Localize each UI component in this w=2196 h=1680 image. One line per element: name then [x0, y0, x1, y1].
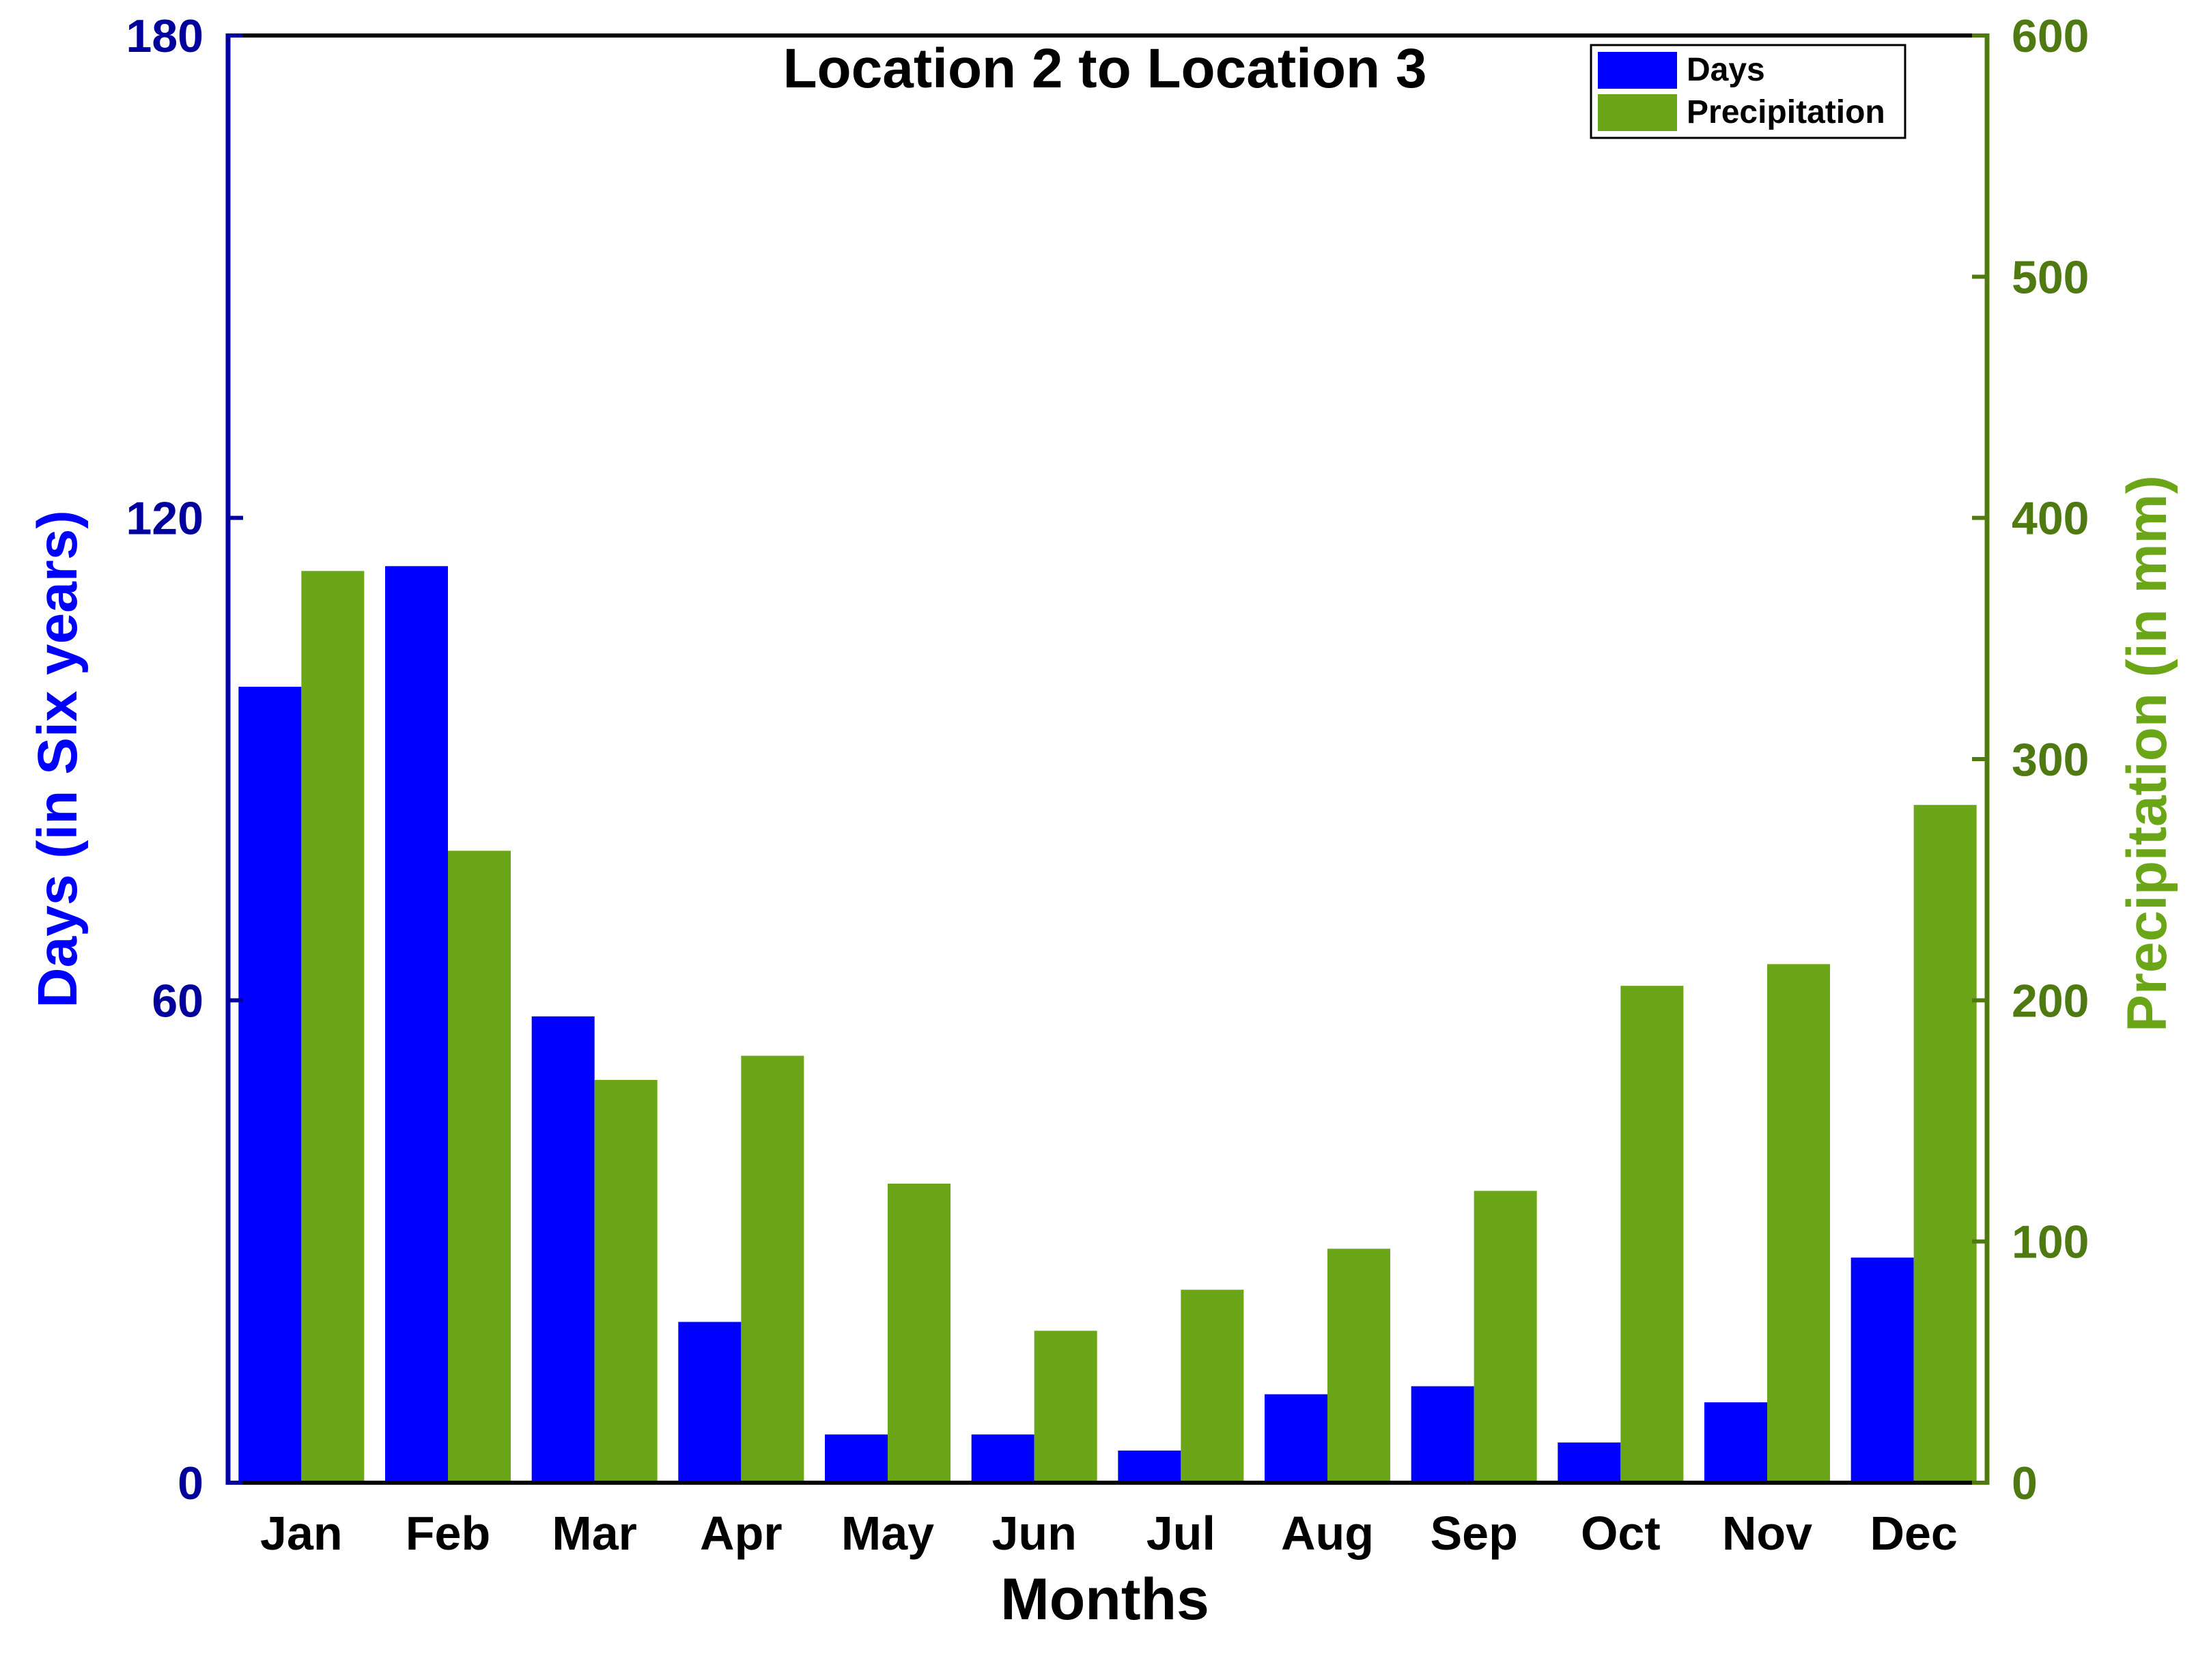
y-right-tick-label: 100	[2012, 1216, 2089, 1268]
bar-precipitation-jul	[1181, 1290, 1244, 1483]
bar-precipitation-dec	[1913, 805, 1977, 1483]
bar-days-jul	[1118, 1450, 1181, 1483]
chart-title: Location 2 to Location 3	[783, 38, 1426, 100]
x-axis-title: Months	[1000, 1567, 1209, 1632]
bar-precipitation-apr	[741, 1055, 804, 1483]
x-tick-label: Sep	[1430, 1507, 1517, 1560]
bar-days-feb	[385, 566, 448, 1483]
bar-days-mar	[531, 1016, 595, 1483]
x-tick-label: Aug	[1281, 1507, 1374, 1560]
bar-days-dec	[1850, 1257, 1914, 1483]
bar-precipitation-sep	[1474, 1191, 1537, 1483]
bar-precipitation-jan	[301, 571, 365, 1483]
x-tick-label: Dec	[1870, 1507, 1957, 1560]
axes-layer: Jan Feb Mar Apr May Jun Jul Aug Sep Oct Nov Dec 0 60 1…	[126, 10, 2089, 1560]
x-tick-label: Oct	[1581, 1507, 1661, 1560]
x-tick-label: May	[841, 1507, 934, 1560]
legend-swatch-precipitation	[1598, 94, 1677, 131]
bar-precipitation-may	[888, 1183, 951, 1483]
bar-precipitation-nov	[1767, 964, 1830, 1483]
legend-label-days: Days	[1687, 52, 1765, 88]
y-right-tick-label: 400	[2012, 493, 2089, 545]
y-left-tick-label: 120	[126, 493, 203, 545]
x-tick-label: Apr	[700, 1507, 783, 1560]
legend-swatch-days	[1598, 52, 1677, 89]
y-right-tick-label: 0	[2012, 1457, 2038, 1509]
y-axis-right-title: Precipitation (in mm)	[2116, 475, 2178, 1032]
y-right-tick-label: 500	[2012, 251, 2089, 303]
y-right-tick-label: 200	[2012, 975, 2089, 1027]
x-tick-label: Mar	[552, 1507, 636, 1560]
bar-days-oct	[1558, 1442, 1621, 1483]
y-axis-left-title: Days (in Six years)	[27, 510, 89, 1008]
y-left-tick-label: 0	[178, 1457, 203, 1509]
bar-precipitation-jun	[1034, 1330, 1097, 1483]
bar-precipitation-oct	[1620, 986, 1684, 1483]
bars-layer	[238, 566, 1977, 1483]
x-tick-label: Jul	[1146, 1507, 1215, 1560]
bar-days-apr	[678, 1322, 742, 1483]
y-left-tick-label: 60	[152, 975, 203, 1027]
x-tick-label: Jun	[991, 1507, 1076, 1560]
bar-days-may	[825, 1434, 888, 1483]
bar-precipitation-feb	[448, 851, 511, 1483]
y-left-tick-label: 180	[126, 10, 203, 62]
y-right-tick-label: 600	[2012, 10, 2089, 62]
bar-days-jan	[238, 687, 302, 1483]
bar-precipitation-aug	[1327, 1249, 1390, 1483]
x-tick-label: Feb	[406, 1507, 490, 1560]
bar-days-sep	[1411, 1386, 1474, 1483]
y-right-tick-label: 300	[2012, 734, 2089, 786]
x-tick-label: Jan	[260, 1507, 343, 1560]
legend-label-precipitation: Precipitation	[1687, 94, 1885, 130]
x-tick-label: Nov	[1722, 1507, 1812, 1560]
bar-precipitation-mar	[594, 1079, 658, 1483]
bar-days-jun	[971, 1434, 1034, 1483]
legend: Days Precipitation	[1590, 44, 1906, 139]
bar-days-nov	[1704, 1402, 1767, 1483]
bar-days-aug	[1265, 1394, 1327, 1483]
